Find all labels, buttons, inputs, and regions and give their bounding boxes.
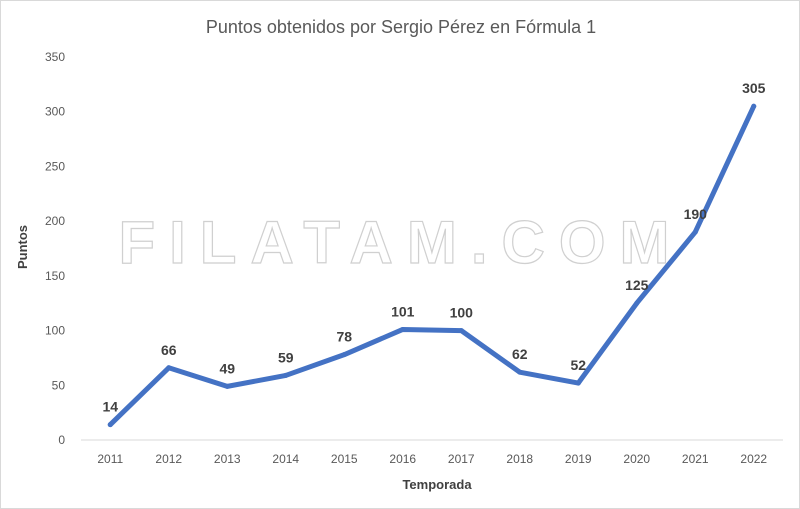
x-tick-label: 2019 (565, 452, 592, 466)
chart-title: Puntos obtenidos por Sergio Pérez en Fór… (206, 17, 596, 37)
x-tick-label: 2011 (97, 452, 123, 466)
y-tick-label: 0 (58, 433, 65, 447)
data-label: 190 (684, 206, 708, 222)
data-label: 100 (450, 305, 474, 321)
x-axis-title: Temporada (402, 477, 472, 492)
watermark-text: FILATAM.COM (118, 209, 683, 276)
data-point (224, 383, 230, 389)
x-tick-labels: 2011 2012 2013 2014 2015 2016 2017 2018 2019 2020… (97, 452, 767, 466)
data-label: 78 (336, 329, 352, 345)
y-tick-label: 50 (52, 378, 66, 392)
data-point (341, 352, 347, 358)
series-layer (107, 103, 757, 428)
data-label: 52 (570, 357, 586, 373)
data-label: 101 (391, 303, 415, 319)
data-point (400, 326, 406, 332)
y-tick-label: 200 (45, 214, 65, 228)
data-label: 14 (102, 399, 118, 415)
data-label: 305 (742, 80, 766, 96)
data-point (283, 372, 289, 378)
y-tick-label: 150 (45, 269, 65, 283)
y-tick-label: 250 (45, 159, 65, 173)
x-tick-label: 2021 (682, 452, 709, 466)
x-tick-label: 2013 (214, 452, 241, 466)
x-tick-label: 2015 (331, 452, 358, 466)
data-point (517, 369, 523, 375)
y-tick-label: 350 (45, 50, 65, 64)
x-tick-label: 2012 (155, 452, 182, 466)
data-point (575, 380, 581, 386)
y-tick-labels: 0 50 100 150 200 250 300 350 (45, 50, 65, 447)
y-tick-label: 100 (45, 324, 65, 338)
data-labels: 14 66 49 59 78 101 100 62 52 125 190 305 (102, 80, 765, 414)
data-point (166, 365, 172, 371)
x-tick-label: 2016 (389, 452, 416, 466)
data-point (107, 422, 113, 428)
series-line (107, 103, 757, 428)
data-point (458, 328, 464, 334)
y-axis-title: Puntos (15, 225, 30, 269)
data-label: 49 (219, 360, 235, 376)
x-tick-label: 2020 (623, 452, 650, 466)
x-tick-label: 2018 (506, 452, 533, 466)
data-label: 62 (512, 346, 528, 362)
data-label: 66 (161, 342, 177, 358)
data-point (751, 103, 757, 109)
data-point (692, 229, 698, 235)
data-label: 125 (625, 277, 649, 293)
data-label: 59 (278, 349, 294, 365)
x-tick-label: 2014 (272, 452, 299, 466)
data-point (634, 300, 640, 306)
x-tick-label: 2022 (740, 452, 767, 466)
y-tick-label: 300 (45, 105, 65, 119)
x-tick-label: 2017 (448, 452, 475, 466)
